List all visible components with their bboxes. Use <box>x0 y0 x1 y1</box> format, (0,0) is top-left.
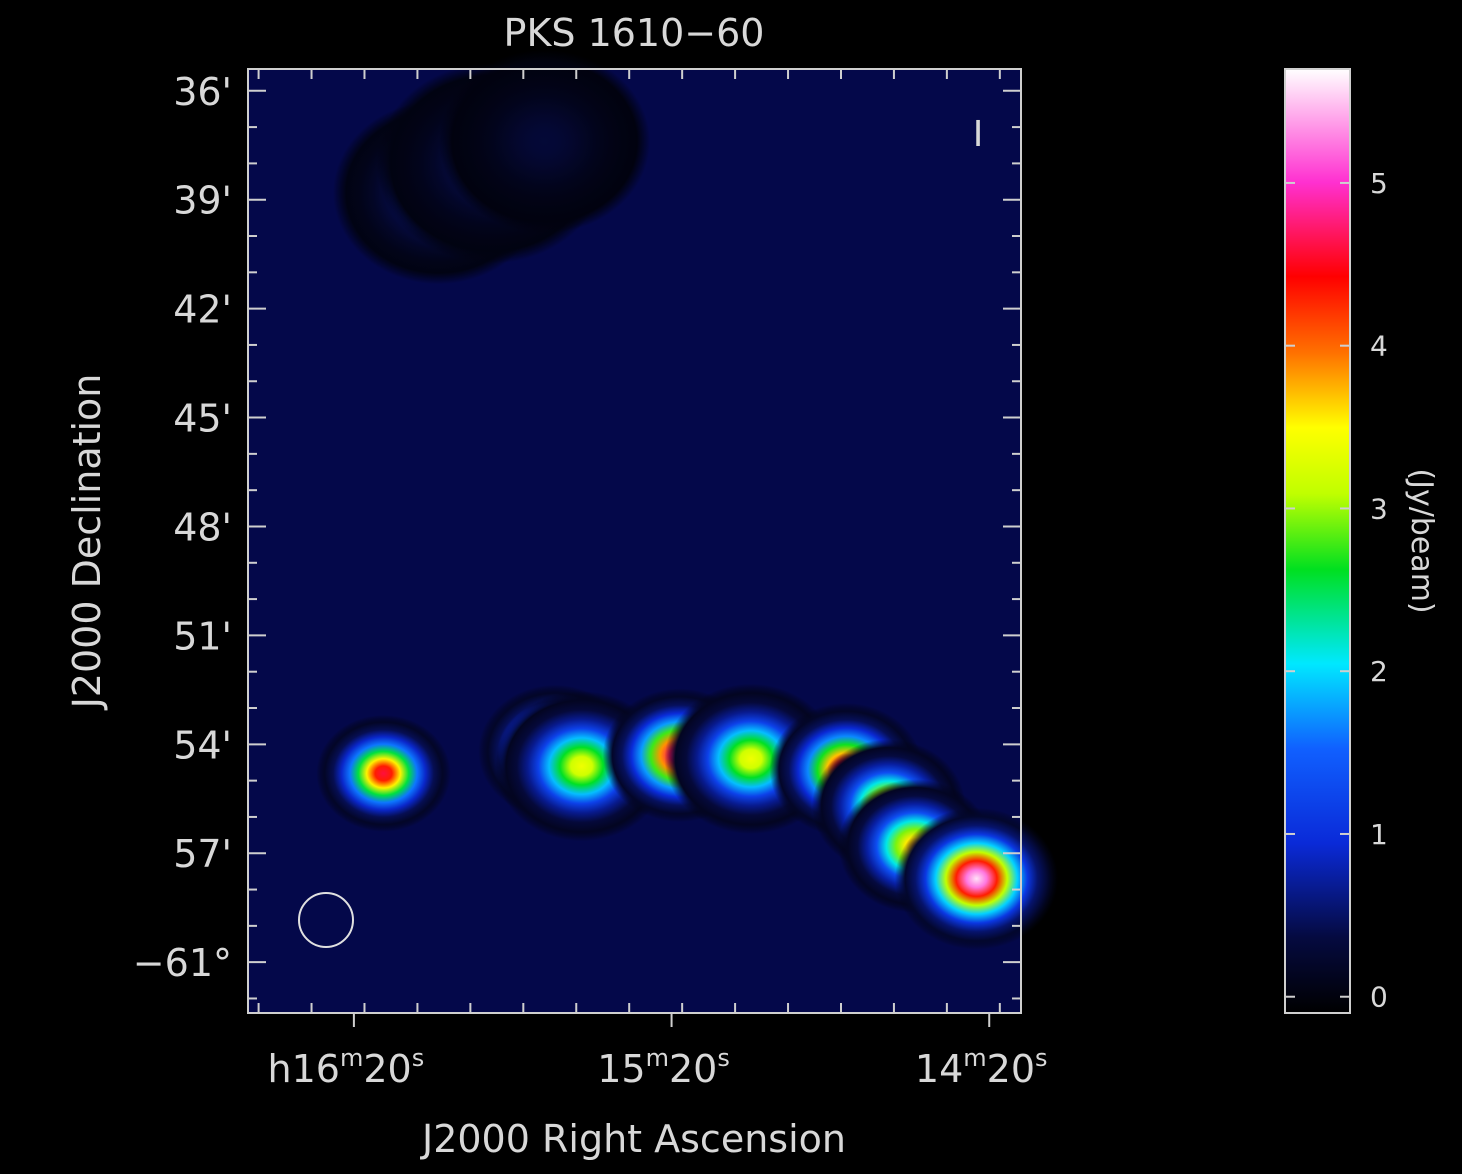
x-axis-ticks: h16m20s 15m20s 14m20s <box>257 69 1048 1091</box>
x-tick-label-part: m <box>963 1044 986 1072</box>
colorbar-label: (Jy/beam) <box>1404 468 1439 613</box>
source-component-11 <box>438 49 651 234</box>
chart-title: PKS 1610−60 <box>504 11 765 55</box>
source-emission <box>316 49 1059 950</box>
x-tick-label-part: 16 <box>292 1047 340 1091</box>
x-tick-label-part: 14 <box>915 1047 963 1091</box>
y-tick-label: 42' <box>173 288 232 332</box>
colorbar-tick-label: 2 <box>1370 655 1388 688</box>
beam-ellipse <box>298 892 354 948</box>
x-tick-label-part: s <box>717 1044 730 1072</box>
x-tick-label-part: 20 <box>987 1047 1035 1091</box>
y-tick-label: 57' <box>173 832 232 876</box>
colorbar-ticks: 0 1 2 3 4 5 <box>1285 167 1388 1014</box>
x-tick-label-part: m <box>340 1044 363 1072</box>
stokes-marker: I <box>973 114 984 155</box>
colorbar <box>1285 69 1350 1013</box>
x-tick-label-part: 20 <box>669 1047 717 1091</box>
colorbar-frame <box>1284 68 1351 1014</box>
x-tick-label-part: m <box>646 1044 669 1072</box>
colorbar-tick-label: 5 <box>1370 167 1388 200</box>
y-tick-label: −61° <box>133 941 232 985</box>
colorbar-tick-label: 1 <box>1370 818 1388 851</box>
heatmap-image <box>248 49 1059 1013</box>
x-tick-label-part: h <box>268 1047 292 1091</box>
y-tick-label: 36' <box>173 70 232 114</box>
x-tick-label: 14m20s <box>915 1044 1048 1091</box>
x-tick-label-part: 15 <box>597 1047 645 1091</box>
x-tick-label: h16m20s <box>268 1044 425 1091</box>
source-component-8 <box>894 807 1059 950</box>
x-axis-title: J2000 Right Ascension <box>420 1117 846 1161</box>
y-tick-label: 54' <box>173 723 232 767</box>
plot-frame <box>247 68 1022 1014</box>
x-tick-label-part: s <box>412 1044 425 1072</box>
colorbar-tick-label: 4 <box>1370 330 1388 363</box>
y-tick-label: 39' <box>173 179 232 223</box>
x-tick-label-part: s <box>1035 1044 1048 1072</box>
y-axis-title: J2000 Declination <box>65 374 109 711</box>
colorbar-tick-label: 3 <box>1370 492 1388 525</box>
x-tick-label-part: 20 <box>363 1047 411 1091</box>
y-tick-label: 51' <box>173 614 232 658</box>
y-tick-label: 48' <box>173 505 232 549</box>
y-tick-label: 45' <box>173 397 232 441</box>
y-axis-ticks: 36' 39' 42' 45' 48' 51' 54' 57' −61° <box>133 70 1021 1000</box>
colorbar-tick-label: 0 <box>1370 981 1388 1014</box>
x-tick-label: 15m20s <box>597 1044 730 1091</box>
source-component-0 <box>316 714 451 832</box>
